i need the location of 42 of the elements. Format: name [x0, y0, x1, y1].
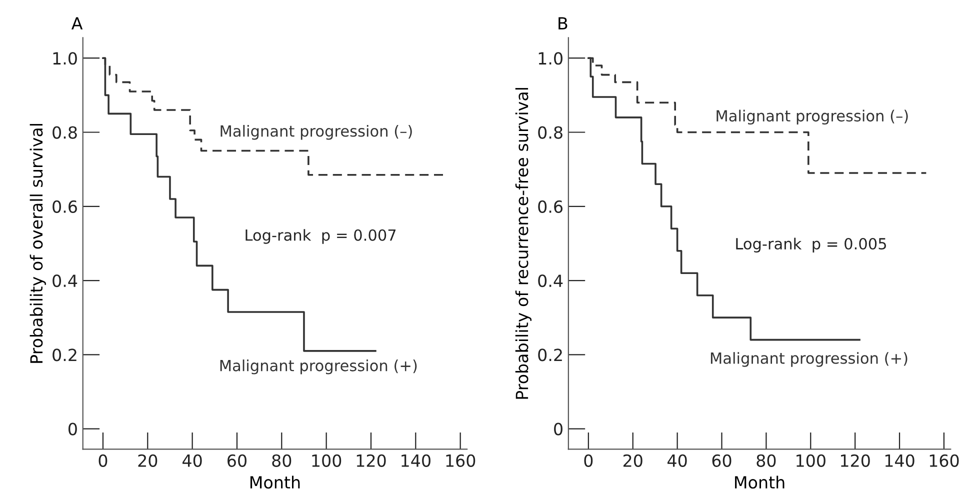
- series-label: Malignant progression (+): [220, 359, 417, 374]
- x-tick-label: 160: [930, 454, 959, 467]
- x-tick-label: 140: [885, 454, 914, 467]
- y-tick-label: 0.2: [52, 348, 76, 362]
- annotation: Log-rank p = 0.005: [736, 238, 886, 252]
- y-tick-label: 0.6: [538, 200, 563, 213]
- x-tick-label: 80: [272, 454, 292, 467]
- series-label: Malignant progression (+): [710, 352, 908, 367]
- y-tick-label: 0.2: [538, 348, 562, 362]
- y-tick-label: 0.6: [52, 200, 77, 213]
- y-tick-label: 0.8: [52, 126, 77, 139]
- x-axis-title: Month: [250, 476, 300, 489]
- x-axis-title: Month: [735, 476, 784, 489]
- x-tick-label: 120: [356, 454, 386, 467]
- x-tick-label: 40: [182, 454, 202, 467]
- chart-title: A: [71, 17, 83, 30]
- y-tick-label: 0.8: [538, 126, 562, 139]
- y-tick-label: 0.4: [538, 274, 563, 288]
- y-tick-label: 1.0: [53, 52, 77, 65]
- y-axis-title: Probability of overall survival: [30, 124, 46, 363]
- x-tick-label: 20: [623, 454, 642, 467]
- x-tick-label: 60: [228, 454, 246, 467]
- x-tick-label: 0: [584, 454, 593, 467]
- x-tick-label: 120: [841, 454, 870, 467]
- y-tick-label: 0: [68, 422, 77, 436]
- x-tick-label: 100: [796, 454, 826, 467]
- y-axis-title: Probability of recurrence-free survival: [515, 88, 532, 399]
- y-tick-label: 0: [554, 422, 562, 436]
- x-tick-label: 0: [98, 454, 108, 467]
- y-tick-label: 1.0: [538, 52, 562, 65]
- x-tick-label: 100: [312, 454, 342, 467]
- x-tick-label: 140: [402, 454, 430, 467]
- x-tick-label: 60: [712, 454, 732, 467]
- y-tick-label: 0.4: [52, 274, 78, 288]
- annotation: Log-rank p = 0.007: [246, 229, 396, 244]
- x-tick-label: 160: [446, 454, 476, 467]
- series-label: Malignant progression (–): [220, 124, 412, 140]
- series-label: Malignant progression (–): [716, 110, 908, 125]
- chart-title: B: [558, 17, 568, 30]
- x-tick-label: 20: [138, 454, 158, 467]
- x-tick-label: 80: [756, 454, 776, 467]
- x-tick-label: 40: [668, 454, 687, 467]
